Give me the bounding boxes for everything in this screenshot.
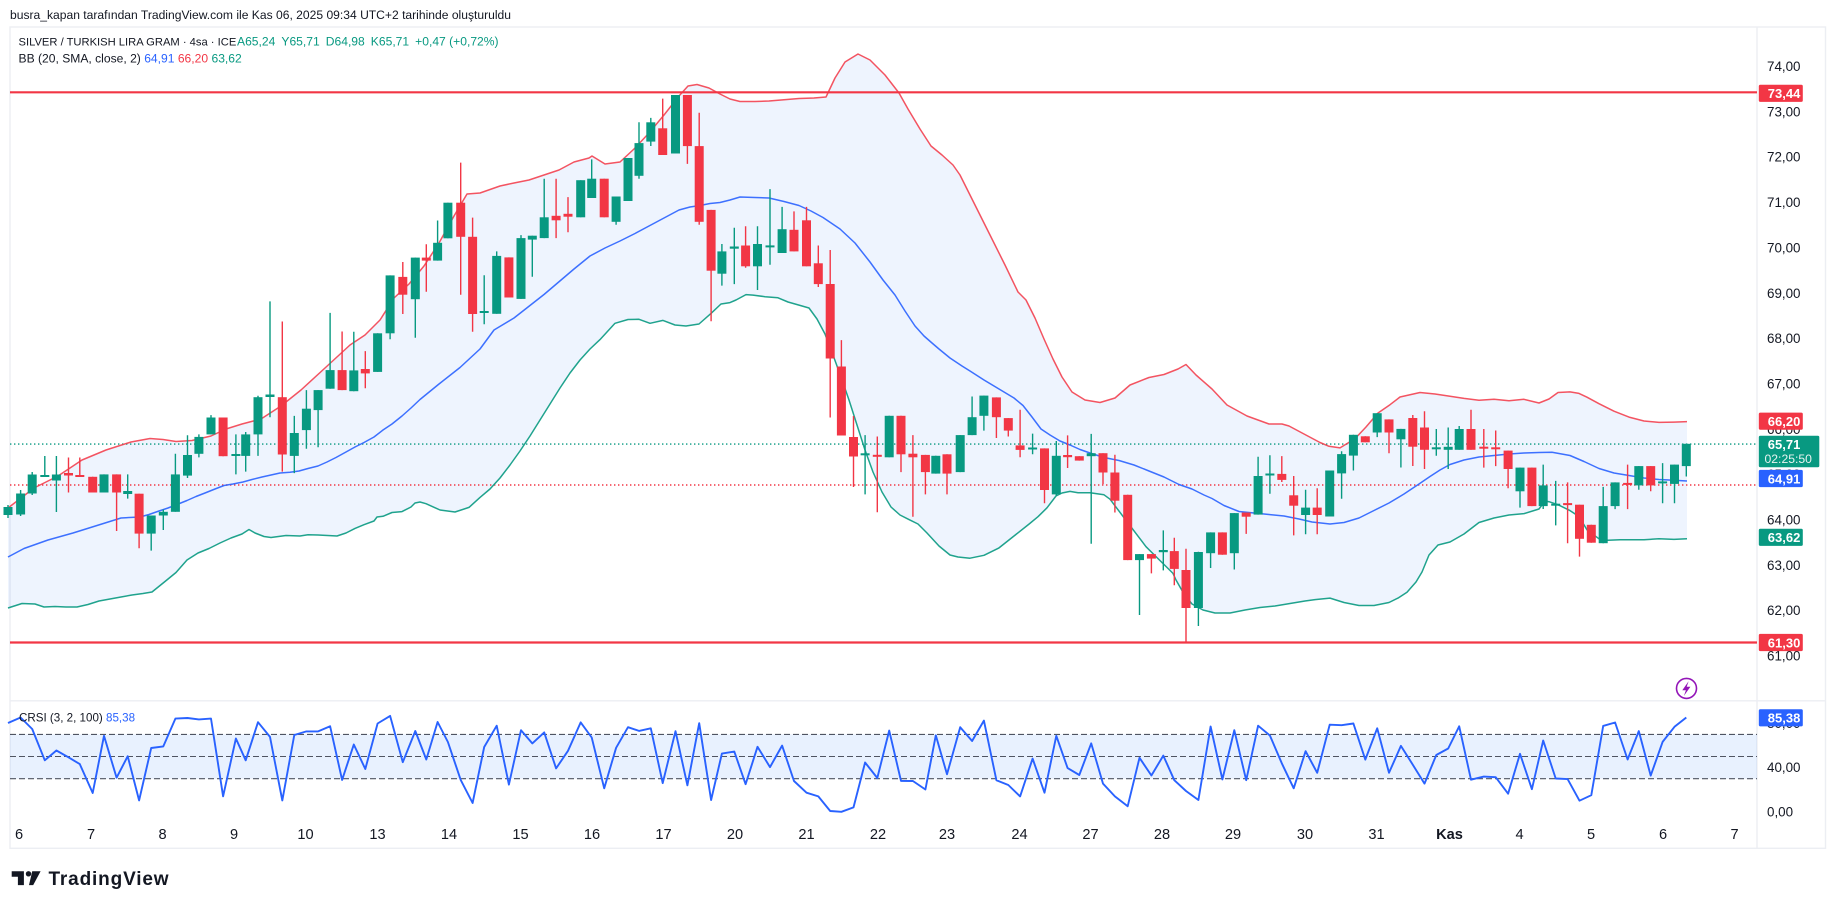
svg-text:21: 21	[798, 827, 814, 843]
svg-text:66,20: 66,20	[1768, 414, 1801, 429]
svg-text:24: 24	[1011, 827, 1027, 843]
svg-text:20: 20	[727, 827, 743, 843]
svg-text:30: 30	[1297, 827, 1313, 843]
svg-text:7: 7	[87, 827, 95, 843]
svg-text:BB (20, SMA, close, 2) 64,91 6: BB (20, SMA, close, 2) 64,91 66,20 63,62	[19, 52, 243, 66]
svg-text:67,00: 67,00	[1767, 377, 1801, 392]
svg-text:73,44: 73,44	[1768, 86, 1801, 101]
svg-text:40,00: 40,00	[1767, 760, 1801, 775]
svg-text:CRSI (3, 2, 100) 85,38: CRSI (3, 2, 100) 85,38	[19, 712, 135, 725]
svg-text:64,91: 64,91	[1768, 471, 1801, 486]
svg-text:14: 14	[441, 827, 457, 843]
svg-text:22: 22	[870, 827, 886, 843]
svg-text:29: 29	[1225, 827, 1241, 843]
svg-text:4: 4	[1515, 827, 1523, 843]
svg-text:SILVER / TURKISH LIRA GRAM · 4: SILVER / TURKISH LIRA GRAM · 4sa · ICE	[19, 37, 237, 49]
svg-text:busra_kapan tarafından Trading: busra_kapan tarafından TradingView.com i…	[10, 8, 511, 22]
svg-text:63,00: 63,00	[1767, 558, 1801, 573]
svg-text:61,00: 61,00	[1767, 648, 1801, 663]
svg-text:74,00: 74,00	[1767, 59, 1801, 74]
svg-text:62,00: 62,00	[1767, 603, 1801, 618]
svg-text:73,00: 73,00	[1767, 104, 1801, 119]
svg-text:15: 15	[512, 827, 528, 843]
svg-text:28: 28	[1154, 827, 1170, 843]
svg-text:85,38: 85,38	[1768, 711, 1801, 726]
svg-text:02:25:50: 02:25:50	[1765, 452, 1813, 466]
svg-text:61,30: 61,30	[1768, 635, 1801, 650]
svg-text:17: 17	[655, 827, 671, 843]
svg-text:5: 5	[1587, 827, 1595, 843]
svg-text:9: 9	[230, 827, 238, 843]
svg-text:71,00: 71,00	[1767, 195, 1801, 210]
svg-text:16: 16	[584, 827, 600, 843]
svg-text:0,00: 0,00	[1767, 805, 1793, 820]
svg-text:10: 10	[297, 827, 313, 843]
svg-text:31: 31	[1368, 827, 1384, 843]
svg-text:72,00: 72,00	[1767, 150, 1801, 165]
svg-text:63,62: 63,62	[1768, 530, 1801, 545]
svg-text:64,00: 64,00	[1767, 513, 1801, 528]
svg-text:6: 6	[1659, 827, 1667, 843]
svg-text:7: 7	[1730, 827, 1738, 843]
svg-text:69,00: 69,00	[1767, 286, 1801, 301]
svg-text:TradingView: TradingView	[49, 869, 170, 890]
svg-text:65,71: 65,71	[1768, 437, 1801, 452]
svg-text:70,00: 70,00	[1767, 240, 1801, 255]
svg-text:27: 27	[1082, 827, 1098, 843]
svg-text:68,00: 68,00	[1767, 331, 1801, 346]
svg-text:Kas: Kas	[1436, 827, 1463, 843]
svg-text:23: 23	[939, 827, 955, 843]
svg-text:8: 8	[158, 827, 166, 843]
svg-text:A65,24 Y65,71 D64,98 K65,71 +0: A65,24 Y65,71 D64,98 K65,71 +0,47 (+0,72…	[237, 35, 499, 49]
svg-text:13: 13	[369, 827, 385, 843]
svg-text:6: 6	[15, 827, 23, 843]
